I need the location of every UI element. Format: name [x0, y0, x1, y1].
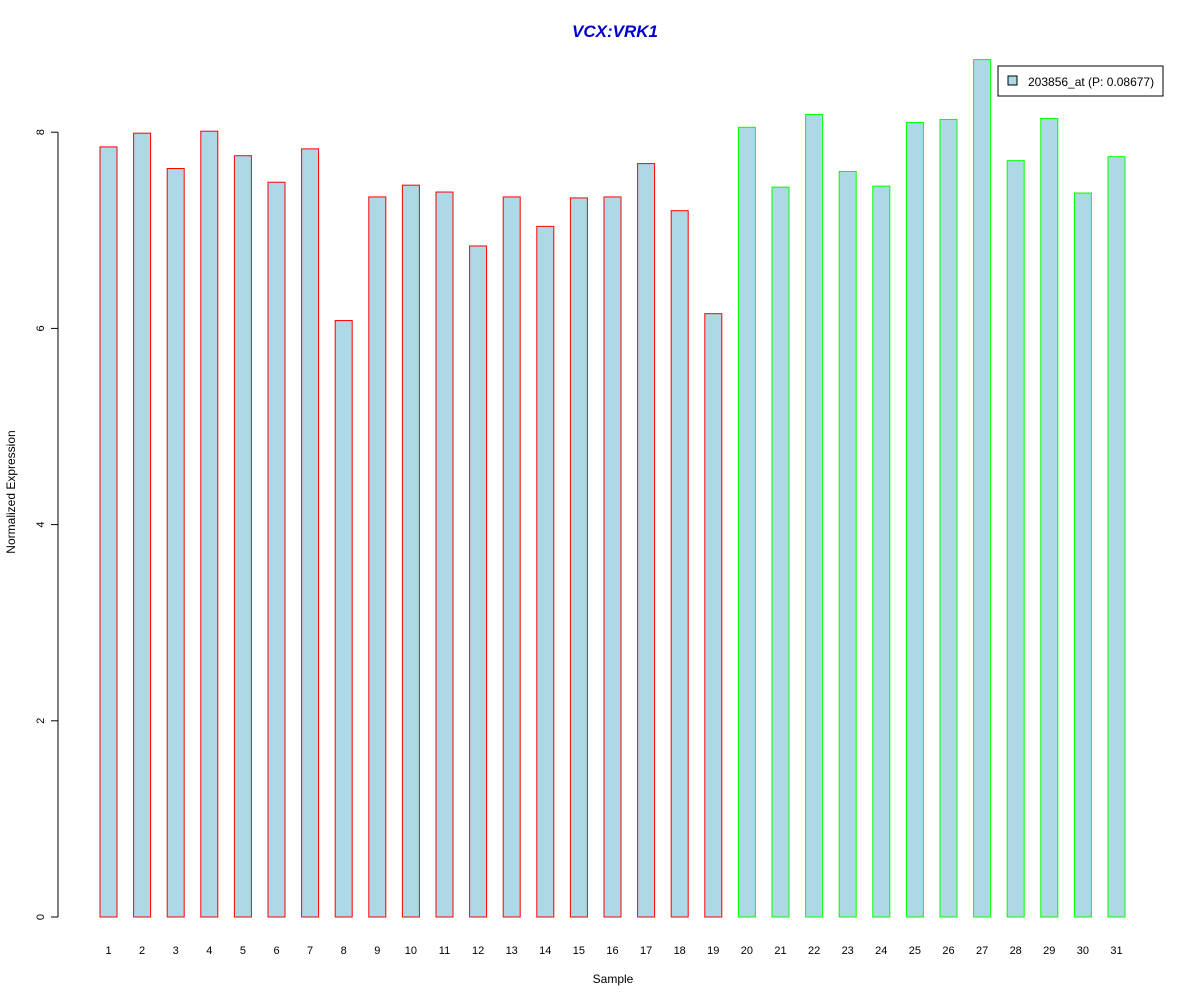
legend-swatch — [1007, 75, 1018, 86]
x-tick-labels: 1 2 3 4 5 6 7 8 9 10 11 12 13 14 15 16 17 18 19 20 21 22 23 24 2… — [105, 945, 1122, 957]
y-tick-label: 0 — [35, 914, 47, 920]
bar — [1040, 117, 1059, 918]
bar — [334, 320, 353, 918]
x-tick-label: 7 — [307, 945, 313, 957]
bar — [401, 184, 420, 918]
x-tick-label: 31 — [1110, 945, 1122, 957]
x-tick-label: 18 — [674, 945, 686, 957]
x-tick-label: 21 — [774, 945, 786, 957]
x-tick-label: 15 — [573, 945, 585, 957]
x-tick-label: 19 — [707, 945, 719, 957]
x-tick-label: 23 — [842, 945, 854, 957]
bar — [133, 132, 152, 918]
y-tick-label: 2 — [35, 718, 47, 724]
legend-box — [997, 65, 1164, 97]
y-tick-label: 6 — [35, 325, 47, 331]
bar — [737, 126, 756, 918]
bar — [704, 313, 723, 918]
bar — [1073, 192, 1092, 918]
bar — [905, 121, 924, 918]
bar — [603, 196, 622, 918]
bar — [200, 130, 219, 918]
x-tick-label: 24 — [875, 945, 887, 957]
x-tick-label: 2 — [139, 945, 145, 957]
bar — [838, 170, 857, 918]
y-tick-label: 8 — [35, 129, 47, 135]
bar — [1006, 160, 1025, 918]
x-tick-label: 27 — [976, 945, 988, 957]
bar — [939, 118, 958, 918]
x-tick-label: 17 — [640, 945, 652, 957]
x-axis-label: Sample — [593, 972, 634, 986]
x-tick-label: 9 — [374, 945, 380, 957]
x-tick-label: 11 — [439, 945, 450, 957]
x-tick-label: 13 — [506, 945, 518, 957]
bar — [368, 196, 387, 918]
x-tick-label: 16 — [606, 945, 618, 957]
bar — [670, 210, 689, 918]
bar — [637, 163, 656, 918]
x-tick-label: 30 — [1077, 945, 1089, 957]
bar — [166, 167, 185, 918]
bar — [805, 114, 824, 918]
bar — [502, 196, 521, 918]
x-tick-label: 10 — [405, 945, 417, 957]
x-tick-label: 12 — [472, 945, 484, 957]
bar — [569, 197, 588, 918]
bar — [301, 148, 320, 918]
x-tick-label: 20 — [741, 945, 753, 957]
bar — [267, 181, 286, 918]
bar — [973, 59, 992, 918]
x-tick-label: 1 — [105, 945, 111, 957]
x-tick-label: 8 — [341, 945, 347, 957]
x-tick-label: 25 — [909, 945, 921, 957]
y-axis: 0 2 4 6 8 — [35, 129, 59, 920]
bar — [99, 146, 118, 918]
bar — [536, 225, 555, 918]
x-tick-label: 3 — [173, 945, 179, 957]
bar — [1107, 156, 1126, 918]
bars — [99, 59, 1126, 918]
bar — [872, 185, 891, 918]
x-tick-label: 26 — [942, 945, 954, 957]
legend: 203856_at (P: 0.08677) — [997, 65, 1164, 97]
y-tick-label: 4 — [35, 522, 47, 528]
bar — [771, 186, 790, 918]
x-tick-label: 5 — [240, 945, 246, 957]
bar — [435, 191, 454, 918]
y-axis-label: Normalized Expression — [4, 430, 18, 553]
legend-label: 203856_at (P: 0.08677) — [1028, 75, 1154, 89]
bar — [233, 155, 252, 918]
x-tick-label: 14 — [539, 945, 551, 957]
x-tick-label: 28 — [1010, 945, 1022, 957]
x-tick-label: 6 — [273, 945, 279, 957]
chart-title: VCX:VRK1 — [572, 22, 658, 41]
bar — [469, 245, 488, 918]
x-tick-label: 22 — [808, 945, 820, 957]
x-tick-label: 4 — [206, 945, 212, 957]
x-tick-label: 29 — [1043, 945, 1055, 957]
